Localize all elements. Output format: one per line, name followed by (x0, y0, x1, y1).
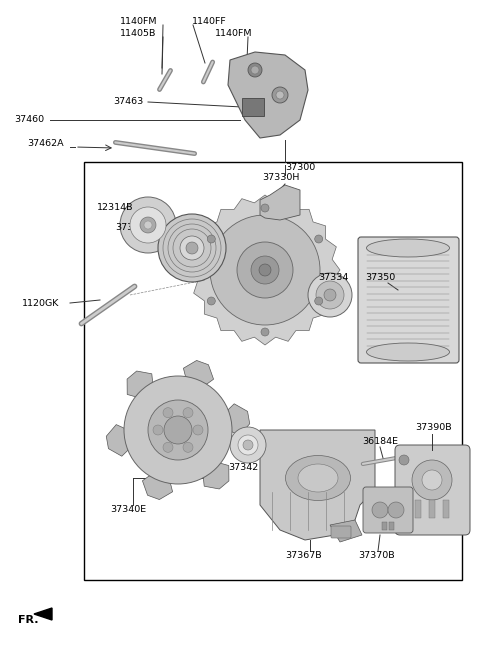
Circle shape (399, 455, 409, 465)
Circle shape (163, 407, 173, 418)
Circle shape (140, 217, 156, 233)
Text: 37460: 37460 (14, 115, 44, 125)
Circle shape (324, 289, 336, 301)
Text: 37463: 37463 (113, 98, 143, 106)
FancyBboxPatch shape (395, 445, 470, 535)
Bar (389, 522, 394, 530)
Circle shape (153, 425, 163, 435)
Polygon shape (127, 371, 153, 397)
Text: 37340E: 37340E (110, 506, 146, 514)
Polygon shape (106, 424, 128, 456)
Circle shape (259, 264, 271, 276)
Circle shape (186, 242, 198, 254)
Text: FR.: FR. (18, 615, 38, 625)
Text: 1140FM: 1140FM (120, 18, 157, 26)
Circle shape (163, 442, 173, 453)
Text: 37300: 37300 (285, 163, 315, 173)
Polygon shape (204, 463, 229, 489)
Bar (382, 522, 387, 530)
Circle shape (164, 416, 192, 444)
Circle shape (148, 400, 208, 460)
Circle shape (372, 502, 388, 518)
Polygon shape (143, 476, 173, 500)
Text: 37462A: 37462A (27, 138, 64, 148)
Text: 37367B: 37367B (285, 550, 322, 560)
FancyBboxPatch shape (358, 237, 459, 363)
Polygon shape (260, 185, 300, 220)
Text: 37370B: 37370B (358, 550, 395, 560)
Circle shape (315, 297, 323, 305)
Circle shape (158, 214, 226, 282)
Circle shape (193, 425, 203, 435)
Circle shape (243, 440, 253, 450)
Text: 37390B: 37390B (415, 422, 452, 432)
Text: 11405B: 11405B (120, 30, 156, 39)
Circle shape (315, 235, 323, 243)
FancyBboxPatch shape (331, 526, 351, 538)
Polygon shape (34, 608, 52, 620)
Circle shape (238, 435, 258, 455)
Circle shape (412, 460, 452, 500)
Bar (443, 500, 449, 518)
Circle shape (130, 207, 166, 243)
Circle shape (388, 502, 404, 518)
Circle shape (180, 236, 204, 260)
Circle shape (276, 91, 284, 99)
Text: 37330H: 37330H (262, 173, 300, 182)
Ellipse shape (367, 239, 449, 257)
Ellipse shape (298, 464, 338, 492)
Circle shape (144, 221, 152, 229)
Circle shape (261, 328, 269, 336)
Text: 1140FF: 1140FF (192, 18, 227, 26)
Circle shape (207, 235, 216, 243)
Ellipse shape (367, 343, 449, 361)
Circle shape (272, 87, 288, 103)
Polygon shape (190, 195, 340, 345)
Circle shape (248, 63, 262, 77)
Bar (242, 98, 264, 116)
Circle shape (120, 197, 176, 253)
Circle shape (207, 297, 216, 305)
Circle shape (316, 281, 344, 309)
Text: 1120GK: 1120GK (22, 298, 60, 308)
Polygon shape (260, 430, 375, 540)
Bar (429, 500, 435, 518)
Circle shape (251, 66, 259, 74)
Text: 37350: 37350 (365, 274, 395, 283)
Polygon shape (330, 520, 362, 542)
Circle shape (210, 215, 320, 325)
Text: 37342: 37342 (228, 464, 258, 472)
Text: 12314B: 12314B (97, 203, 133, 213)
Circle shape (251, 256, 279, 284)
FancyBboxPatch shape (363, 487, 413, 533)
Polygon shape (183, 360, 214, 384)
Circle shape (308, 273, 352, 317)
Circle shape (124, 376, 232, 484)
Bar (84, 162, 462, 580)
Circle shape (230, 427, 266, 463)
Text: 36184E: 36184E (362, 438, 398, 447)
Polygon shape (228, 52, 308, 138)
Text: 37334: 37334 (318, 274, 348, 283)
Bar (415, 500, 421, 518)
Circle shape (183, 407, 193, 418)
Text: 1140FM: 1140FM (215, 30, 252, 39)
Polygon shape (228, 404, 250, 436)
Circle shape (237, 242, 293, 298)
Text: 37321D: 37321D (115, 224, 153, 232)
Circle shape (422, 470, 442, 490)
Circle shape (261, 204, 269, 212)
Circle shape (183, 442, 193, 453)
Ellipse shape (286, 455, 350, 501)
